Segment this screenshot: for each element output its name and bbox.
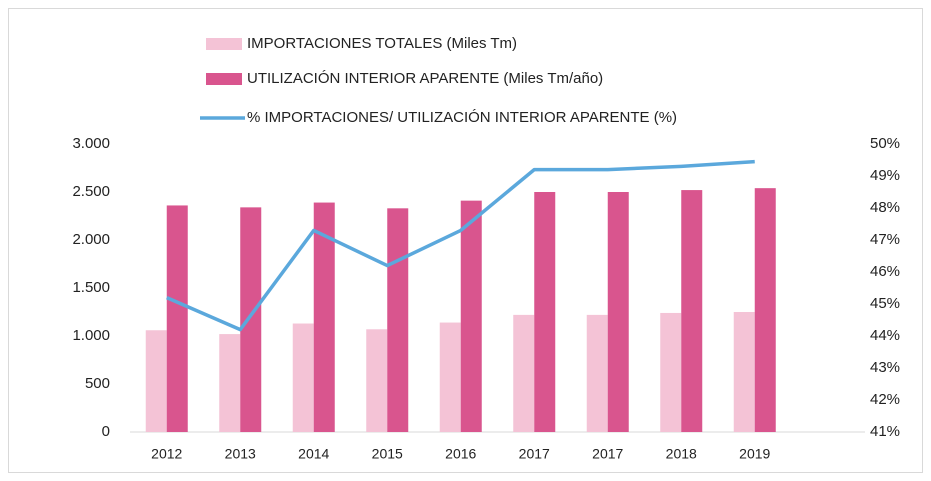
- y-tick-label: 1.000: [72, 327, 110, 344]
- legend-label: % IMPORTACIONES/ UTILIZACIÓN INTERIOR AP…: [247, 109, 677, 126]
- y2-tick-label: 43%: [870, 359, 900, 376]
- x-tick-label: 2016: [445, 446, 476, 462]
- x-tick-label: 2017: [592, 446, 623, 462]
- y2-tick-label: 48%: [870, 199, 900, 216]
- bar: [166, 205, 188, 432]
- x-tick-label: 2018: [666, 446, 697, 462]
- legend-swatch: [206, 73, 242, 85]
- y-tick-label: 500: [85, 375, 110, 392]
- bar: [460, 200, 482, 432]
- bar: [439, 322, 461, 432]
- x-tick-label: 2019: [739, 446, 770, 462]
- y2-tick-label: 44%: [870, 327, 900, 344]
- bar: [754, 188, 776, 432]
- bar: [534, 192, 556, 432]
- y2-tick-label: 45%: [870, 295, 900, 312]
- legend-label: IMPORTACIONES TOTALES (Miles Tm): [247, 35, 517, 52]
- bar: [387, 208, 409, 432]
- y-tick-label: 2.000: [72, 231, 110, 248]
- y-tick-label: 2.500: [72, 183, 110, 200]
- bar: [219, 334, 241, 432]
- bar: [145, 330, 167, 432]
- y2-tick-label: 47%: [870, 231, 900, 248]
- bar: [607, 192, 629, 432]
- legend-label: UTILIZACIÓN INTERIOR APARENTE (Miles Tm/…: [247, 70, 603, 87]
- x-tick-label: 2017: [519, 446, 550, 462]
- legend-swatch: [206, 38, 242, 50]
- x-tick-label: 2012: [151, 446, 182, 462]
- line: [166, 159, 755, 332]
- bar: [660, 312, 682, 432]
- y2-tick-label: 42%: [870, 391, 900, 408]
- y-tick-label: 0: [102, 423, 110, 440]
- y2-tick-label: 41%: [870, 423, 900, 440]
- bar: [292, 323, 314, 432]
- bar: [681, 190, 703, 432]
- y2-tick-label: 46%: [870, 263, 900, 280]
- bar: [313, 202, 335, 432]
- bar: [733, 312, 755, 432]
- y-tick-label: 1.500: [72, 279, 110, 296]
- y2-tick-label: 50%: [870, 135, 900, 152]
- y-tick-label: 3.000: [72, 135, 110, 152]
- x-tick-label: 2013: [225, 446, 256, 462]
- bar: [366, 329, 388, 432]
- bar: [586, 314, 608, 432]
- y2-tick-label: 49%: [870, 167, 900, 184]
- x-tick-label: 2014: [298, 446, 329, 462]
- x-tick-label: 2015: [372, 446, 403, 462]
- bar: [240, 207, 262, 432]
- bar: [513, 314, 535, 432]
